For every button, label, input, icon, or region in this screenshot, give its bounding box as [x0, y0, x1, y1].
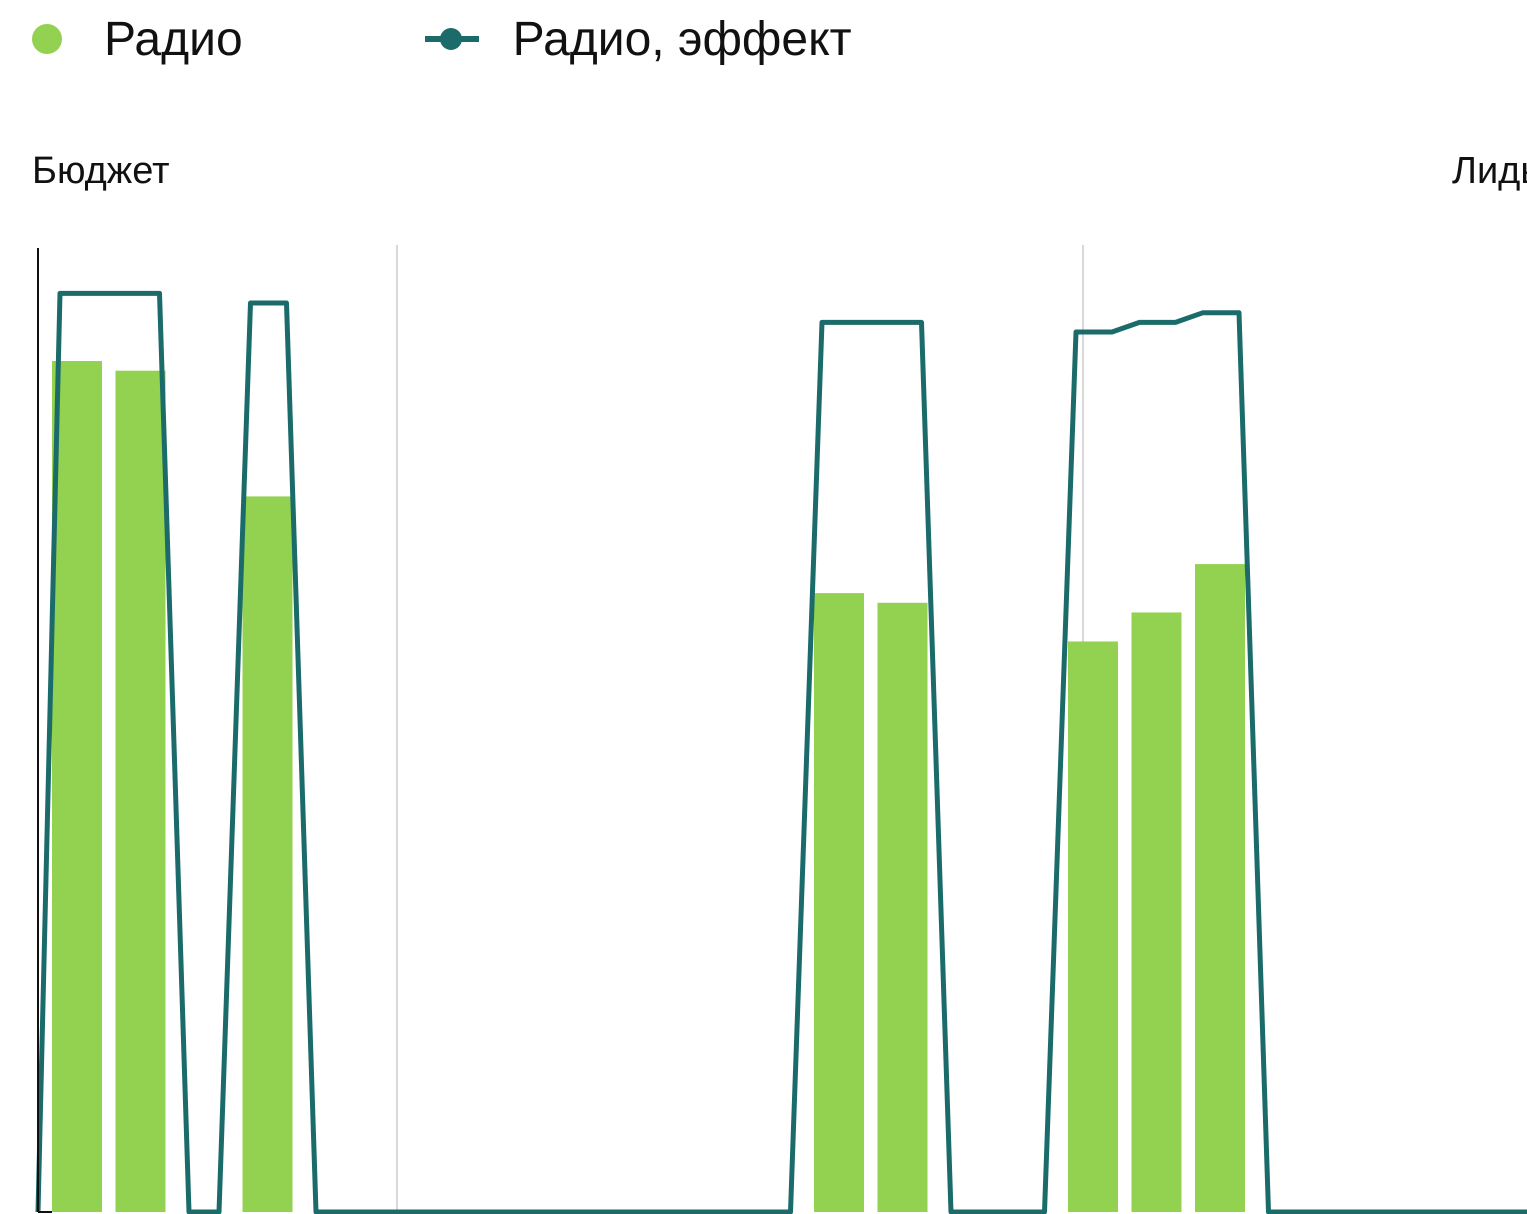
- bar-series-radio: [52, 361, 1245, 1212]
- bar-1: [52, 361, 102, 1212]
- bar-13: [814, 593, 864, 1212]
- bar-18: [1132, 612, 1182, 1212]
- bar-19: [1195, 564, 1245, 1212]
- gridlines: [397, 245, 1083, 1212]
- bar-2: [116, 371, 166, 1212]
- bar-4: [243, 496, 293, 1212]
- bar-14: [878, 603, 928, 1212]
- bar-17: [1068, 641, 1118, 1212]
